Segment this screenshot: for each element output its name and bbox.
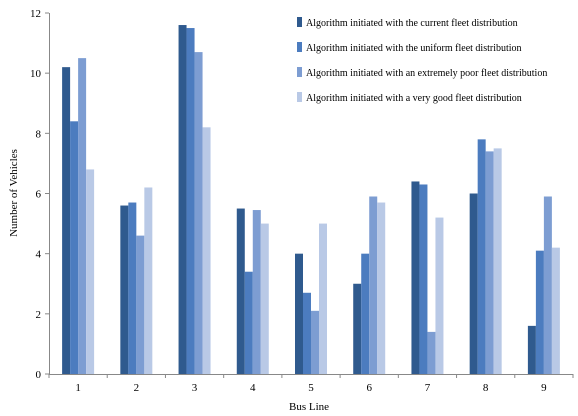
y-tick-label: 4 xyxy=(36,249,42,261)
bar xyxy=(494,148,502,374)
x-tick-label: 7 xyxy=(425,382,431,394)
legend-label: Algorithm initiated with the current fle… xyxy=(306,18,518,29)
bar xyxy=(70,121,78,374)
x-tick-label: 3 xyxy=(192,382,198,394)
bar xyxy=(361,254,369,374)
x-tick-label: 6 xyxy=(366,382,372,394)
bar xyxy=(411,181,419,374)
bar xyxy=(120,206,128,374)
bar xyxy=(536,251,544,374)
y-axis-label: Number of Vehicles xyxy=(8,149,20,237)
bar xyxy=(319,224,327,374)
x-axis-label: Bus Line xyxy=(289,401,329,413)
y-tick-label: 2 xyxy=(36,309,42,321)
y-tick-label: 6 xyxy=(36,189,42,201)
bar xyxy=(295,254,303,374)
bar xyxy=(203,127,211,374)
legend-swatch xyxy=(297,42,302,52)
bar xyxy=(253,210,261,374)
bar xyxy=(245,272,253,374)
y-ticks: 0 2 4 6 8 10 12 xyxy=(30,8,49,381)
y-tick-label: 10 xyxy=(30,68,42,80)
bar xyxy=(195,52,203,374)
legend-label: Algorithm initiated with the uniform fle… xyxy=(306,43,522,54)
legend-swatch xyxy=(297,67,302,77)
x-tick-label: 4 xyxy=(250,382,256,394)
bar xyxy=(261,224,269,374)
bar xyxy=(78,58,86,374)
bar xyxy=(237,209,245,374)
legend-label: Algorithm initiated with a very good fle… xyxy=(306,93,522,104)
bar xyxy=(552,248,560,374)
y-tick-label: 12 xyxy=(30,8,41,20)
x-tick-label: 2 xyxy=(134,382,140,394)
bar xyxy=(544,197,552,374)
x-tick-label: 5 xyxy=(308,382,314,394)
bar xyxy=(179,25,187,374)
y-tick-label: 8 xyxy=(36,128,42,140)
legend: Algorithm initiated with the current fle… xyxy=(297,17,547,104)
bar xyxy=(353,284,361,374)
bar xyxy=(311,311,319,374)
legend-label: Algorithm initiated with an extremely po… xyxy=(306,68,547,79)
bar xyxy=(136,236,144,374)
bar xyxy=(86,169,94,374)
legend-swatch xyxy=(297,17,302,27)
bar xyxy=(303,293,311,374)
bar xyxy=(528,326,536,374)
x-tick-label: 9 xyxy=(541,382,547,394)
legend-swatch xyxy=(297,92,302,102)
bar xyxy=(377,203,385,374)
x-ticks: 1 2 3 4 5 6 7 8 9 xyxy=(49,374,573,394)
bar xyxy=(419,184,427,374)
x-tick-label: 8 xyxy=(483,382,489,394)
bar xyxy=(478,139,486,374)
y-tick-label: 0 xyxy=(36,369,42,381)
bar xyxy=(470,194,478,375)
bar xyxy=(128,203,136,374)
bar xyxy=(427,332,435,374)
bar xyxy=(187,28,195,374)
bar xyxy=(144,187,152,374)
bar xyxy=(62,67,70,374)
bar xyxy=(486,151,494,374)
x-tick-label: 1 xyxy=(75,382,81,394)
bar xyxy=(435,218,443,374)
bar xyxy=(369,197,377,374)
